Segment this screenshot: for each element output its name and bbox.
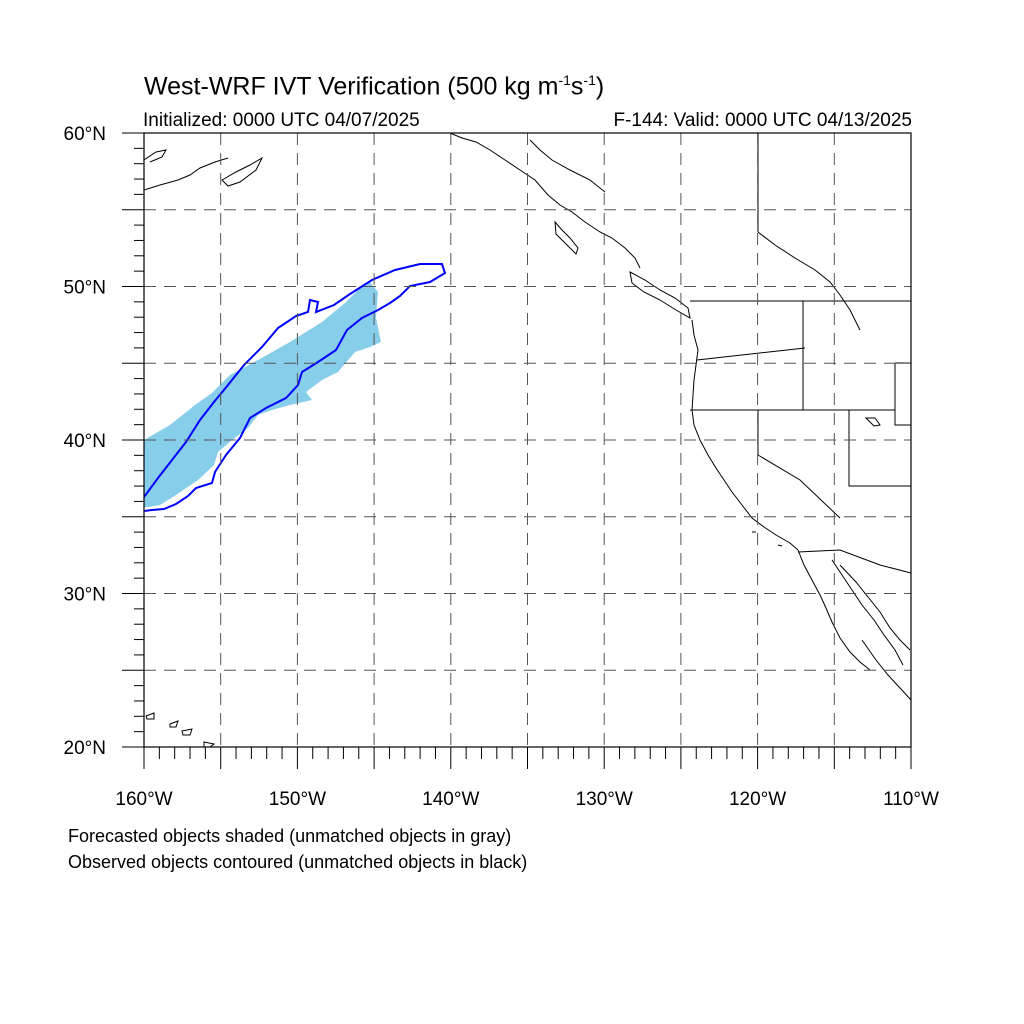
- plot-title: West-WRF IVT Verification (500 kg m-1s-1…: [144, 72, 605, 101]
- forecast-object: [144, 282, 381, 507]
- political-borders: [690, 133, 911, 574]
- lon-label: 110°W: [883, 789, 939, 810]
- latitude-labels: 20°N 30°N 40°N 50°N 60°N: [64, 124, 106, 759]
- lat-label: 40°N: [64, 431, 106, 452]
- lon-label: 140°W: [422, 789, 479, 810]
- axis-ticks: [122, 132, 912, 769]
- lat-label: 20°N: [64, 738, 106, 759]
- initialized-time: Initialized: 0000 UTC 04/07/2025: [143, 110, 420, 131]
- observed-legend-note: Observed objects contoured (unmatched ob…: [68, 852, 528, 872]
- lat-label: 50°N: [64, 278, 106, 299]
- lon-label: 130°W: [576, 789, 633, 810]
- forecast-legend-note: Forecasted objects shaded (unmatched obj…: [68, 826, 512, 846]
- lon-label: 160°W: [115, 789, 172, 810]
- lon-label: 150°W: [269, 789, 326, 810]
- lat-label: 30°N: [64, 585, 106, 606]
- graticule: [144, 133, 911, 747]
- lon-label: 120°W: [729, 789, 786, 810]
- coastlines: [144, 133, 911, 747]
- lat-label: 60°N: [64, 124, 106, 145]
- valid-time: F-144: Valid: 0000 UTC 04/13/2025: [613, 110, 912, 131]
- longitude-labels: 160°W 150°W 140°W 130°W 120°W 110°W: [115, 789, 939, 810]
